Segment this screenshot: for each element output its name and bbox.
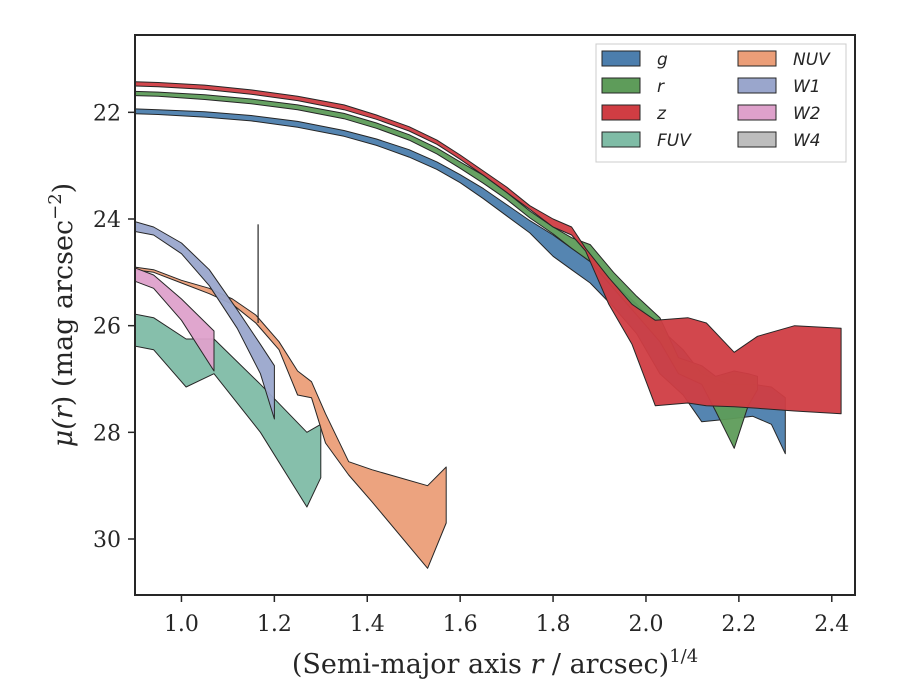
y-axis-title-var: r — [48, 404, 79, 419]
legend-label-z: z — [656, 104, 667, 124]
y-tick-label: 30 — [93, 528, 121, 553]
y-tick-label: 28 — [93, 421, 121, 446]
y-axis-title: μ(r) (mag arcsec−2) — [45, 183, 79, 447]
plot-frame — [134, 34, 856, 596]
legend-swatch-fuv — [601, 131, 641, 148]
legend-label-w2: W2 — [793, 104, 821, 124]
legend-label-g: g — [657, 50, 668, 70]
legend: grz FUV NUV W1 W2 W4 — [595, 43, 847, 163]
legend-swatch-nuv — [737, 50, 777, 67]
x-axis-title-unit: / arcsec) — [543, 649, 669, 680]
y-tick-label: 26 — [93, 315, 121, 340]
legend-label-fuv: FUV — [657, 131, 692, 151]
legend-swatch-w1 — [737, 77, 777, 94]
y-axis-title-exponent: −2 — [45, 193, 66, 220]
y-axis-title-main: μ( — [48, 418, 79, 448]
series-band-z — [135, 81, 842, 415]
legend-label-r: r — [657, 77, 665, 97]
x-tick-label: 1.4 — [350, 612, 385, 637]
x-tick-label: 2.0 — [628, 612, 663, 637]
legend-label-nuv: NUV — [793, 50, 831, 70]
legend-label-w1: W1 — [793, 77, 821, 97]
x-tick-label: 1.6 — [443, 612, 478, 637]
x-tick-label: 1.0 — [164, 612, 199, 637]
legend-swatch-g — [601, 50, 641, 67]
x-tick-label: 1.8 — [536, 612, 571, 637]
x-axis-title: (Semi-major axis r / arcsec)1/4 — [292, 646, 698, 680]
legend-swatch-z — [601, 104, 641, 121]
x-tick-label: 2.2 — [721, 612, 756, 637]
series-band-w1 — [135, 221, 275, 420]
y-axis-title-unit: ) (mag arcsec — [48, 220, 79, 406]
x-axis-title-main: (Semi-major axis — [292, 649, 531, 680]
series-layer — [135, 81, 842, 569]
x-tick-label: 1.2 — [257, 612, 292, 637]
y-tick-label: 22 — [93, 101, 121, 126]
y-axis-title-close: ) — [48, 183, 79, 194]
legend-label-w4: W4 — [793, 131, 821, 151]
x-axis-title-var: r — [530, 649, 545, 680]
legend-swatch-w2 — [737, 104, 777, 121]
x-axis-title-exponent: 1/4 — [669, 646, 698, 667]
series-band-w2 — [135, 267, 215, 372]
ticks-layer: 1.0 1.2 1.4 1.6 1.8 2.0 2.2 2.4 22 24 26 28 30 — [93, 101, 849, 637]
legend-swatch-w4 — [737, 131, 777, 148]
x-tick-label: 2.4 — [814, 612, 849, 637]
y-tick-label: 24 — [93, 208, 121, 233]
legend-swatch-r — [601, 77, 641, 94]
